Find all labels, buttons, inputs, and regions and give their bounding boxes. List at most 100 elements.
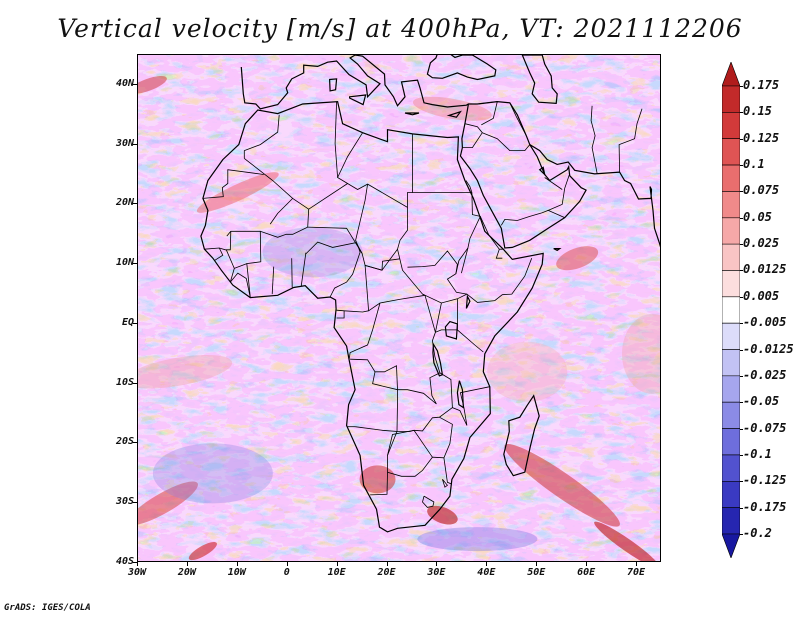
cyprus-coastline <box>446 110 462 118</box>
color-bar-label: 0.175 <box>743 78 780 92</box>
lon-label: 70E <box>627 567 646 578</box>
country-border <box>336 310 345 319</box>
country-border <box>202 169 264 199</box>
color-bar-tick <box>740 244 743 246</box>
vertical-velocity-field <box>138 55 660 561</box>
lon-tick <box>436 562 438 566</box>
sicily-coastline <box>349 94 367 106</box>
country-border <box>509 102 527 136</box>
qatar-coastline <box>538 166 546 177</box>
country-border <box>396 372 453 432</box>
color-bar-tick <box>740 86 743 87</box>
lat-label: 10N <box>115 257 134 269</box>
lon-tick <box>336 562 338 566</box>
anomaly-patch <box>138 76 167 94</box>
anomaly-patch <box>504 443 620 527</box>
lat-label: 40S <box>115 556 134 567</box>
color-bar-label: 0.125 <box>743 130 780 145</box>
country-border <box>372 371 398 391</box>
country-border <box>246 209 310 298</box>
country-border <box>307 226 363 254</box>
color-bar-swatch <box>722 375 740 403</box>
lat-label: 30N <box>115 137 134 149</box>
lon-label: 20W <box>177 567 196 578</box>
iran-coastline <box>529 144 660 248</box>
africa-coastline <box>200 100 544 533</box>
lon-label: 30W <box>127 567 147 578</box>
country-border <box>336 265 370 313</box>
arabia-coastline <box>459 100 587 249</box>
color-bar-tick <box>740 349 743 351</box>
lat-label: EQ <box>121 316 134 328</box>
anomaly-patch <box>138 354 233 389</box>
country-border <box>204 231 232 251</box>
lon-tick <box>386 562 388 566</box>
country-border <box>350 295 441 405</box>
lon-label: 20E <box>377 567 396 578</box>
country-border <box>452 386 490 426</box>
lat-tick <box>133 562 137 563</box>
color-bar-label: -0.2 <box>743 526 772 540</box>
color-bar-label: 0.075 <box>743 183 780 198</box>
color-bar-tick <box>740 507 743 509</box>
color-bar-swatch <box>722 507 740 535</box>
color-bar-tick <box>740 534 743 535</box>
country-border <box>443 457 453 485</box>
country-border <box>226 230 261 237</box>
velocity-anomaly-patches <box>138 76 660 561</box>
lat-tick <box>133 382 137 384</box>
lat-label: 30S <box>115 496 134 508</box>
lon-label: 10E <box>327 567 346 578</box>
country-border <box>446 192 481 295</box>
lat-tick <box>133 502 137 504</box>
color-bar-tick <box>740 454 743 456</box>
color-bar-label: 0.005 <box>743 288 780 303</box>
madagascar-coastline <box>503 394 540 477</box>
color-bar-swatch <box>722 401 740 429</box>
color-bar-swatch <box>722 217 740 245</box>
country-border <box>477 101 498 126</box>
color-bar-label: -0.05 <box>743 394 780 409</box>
coastlines <box>200 55 660 533</box>
lon-label: 40E <box>477 567 496 578</box>
lon-tick <box>137 562 138 566</box>
lon-tick <box>636 562 638 566</box>
anomaly-patch <box>188 541 217 561</box>
color-bar-tick <box>740 217 743 219</box>
crete-coastline <box>404 112 420 116</box>
anomaly-patch <box>487 341 568 402</box>
lat-tick <box>133 263 137 265</box>
lake-coastline <box>465 294 471 309</box>
anomaly-patch <box>359 465 396 494</box>
color-bar-tick <box>740 191 743 193</box>
country-border <box>407 250 458 274</box>
country-border <box>482 132 531 151</box>
lon-label: 30E <box>427 567 446 578</box>
socotra-coastline <box>553 248 562 252</box>
anomaly-patch <box>412 96 492 121</box>
lon-label: 0 <box>283 567 290 578</box>
color-bar-swatch <box>722 270 740 298</box>
map-panel <box>137 54 661 562</box>
lon-tick <box>186 562 188 566</box>
country-border <box>495 249 503 259</box>
color-bar <box>722 62 740 558</box>
country-border <box>271 266 275 295</box>
color-bar-swatch <box>722 191 740 219</box>
color-bar-swatch <box>722 164 740 192</box>
color-bar-label: 0.1 <box>743 157 765 172</box>
color-bar-tick <box>740 402 743 404</box>
country-border <box>442 479 448 488</box>
lake-coastline <box>444 320 459 340</box>
velocity-streak-texture <box>138 55 660 561</box>
color-bar-tick <box>740 323 743 325</box>
color-bar-label: -0.0125 <box>743 341 794 356</box>
country-border <box>243 114 280 159</box>
color-bar-swatch <box>722 138 740 166</box>
country-border <box>544 177 563 190</box>
country-border <box>269 198 293 225</box>
country-border <box>465 180 473 193</box>
lon-tick <box>536 562 538 566</box>
anomaly-patch <box>138 481 198 526</box>
lat-label: 20S <box>115 436 134 448</box>
